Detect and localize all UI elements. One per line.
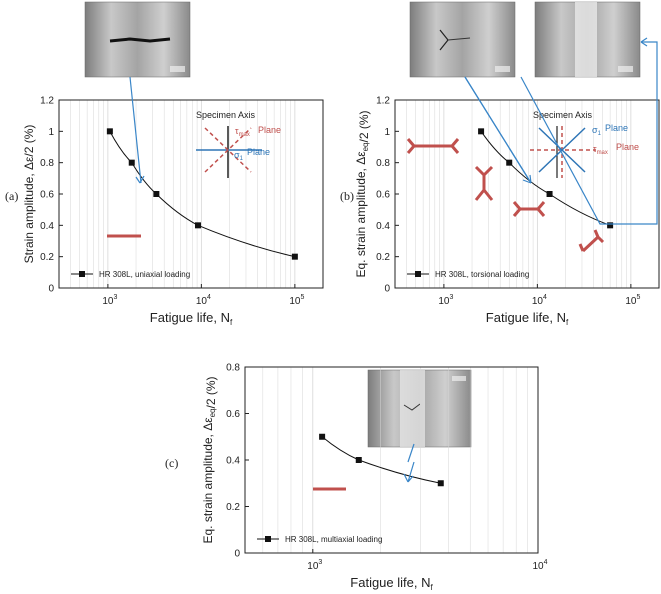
x-tick-label: 105 [289, 294, 304, 307]
x-axis-label: Fatigue life, Nf [350, 575, 433, 592]
data-point [128, 159, 135, 166]
data-point [607, 222, 614, 229]
specimen-axis-schematic-b: Specimen Axis σ1 Plane τmax Plane [530, 110, 639, 178]
crack-shape-markers-b [406, 138, 605, 253]
y-tick-label: 0.2 [40, 252, 54, 263]
data-point [319, 433, 326, 440]
y-tick-label: 0.6 [226, 409, 240, 420]
specimen-axis-label-a: Specimen Axis [196, 110, 256, 120]
panel-label: (a) [5, 189, 18, 203]
chart-panel-b: 0 0.2 0.4 0.6 0.8 1 1.2 103 104 105 Eq. strain amp… [340, 96, 660, 327]
data-point [546, 191, 553, 197]
specimen-axis-schematic-a: Specimen Axis τmax Plane σ1 Plane [107, 110, 281, 238]
y-tick-label: 1 [48, 127, 54, 138]
tau-plane-label-b: Plane [616, 142, 639, 152]
data-point [506, 159, 513, 166]
x-tick-label: 103 [102, 294, 117, 307]
y-tick-label: 0.4 [376, 221, 390, 232]
legend-label: HR 308L, torsional loading [435, 270, 529, 279]
y-tick-label: 0.2 [376, 252, 390, 263]
tau-max-symbol-b: τmax [593, 144, 608, 156]
micrograph-c [367, 369, 472, 448]
chart-panel-c: 0 0.2 0.4 0.6 0.8 103 104 Eq. strain amplitude,… [165, 363, 548, 593]
data-point [291, 253, 298, 260]
tau-plane-label-a: Plane [258, 125, 281, 135]
micrograph-a [84, 1, 191, 78]
x-tick-label: 103 [438, 294, 453, 307]
data-point [153, 191, 160, 197]
sigma1-symbol-a: σ1 [234, 150, 244, 162]
y-tick-label: 0.6 [40, 190, 54, 201]
sigma1-symbol-b: σ1 [592, 125, 602, 137]
specimen-axis-label-b: Specimen Axis [533, 110, 593, 120]
micrograph-b-right [534, 1, 641, 78]
x-axis-label: Fatigue life, Nf [486, 310, 569, 327]
x-tick-label: 103 [307, 559, 322, 572]
y-tick-label: 0.4 [40, 221, 54, 232]
x-tick-label: 104 [532, 559, 547, 572]
x-tick-label: 105 [625, 294, 640, 307]
y-tick-label: 0 [48, 284, 54, 295]
legend-marker [79, 271, 85, 277]
sigma-plane-label-b: Plane [605, 123, 628, 133]
y-tick-label: 0.4 [226, 456, 240, 467]
y-axis-label: Eq. strain amplitude, Δεeq/2 (%) [354, 110, 371, 277]
data-point [106, 128, 113, 135]
x-tick-label: 104 [196, 294, 211, 307]
data-point [437, 480, 444, 487]
fit-curve [480, 131, 611, 226]
y-tick-label: 0.8 [226, 363, 240, 374]
panel-label: (b) [340, 189, 354, 203]
legend-label: HR 308L, uniaxial loading [99, 270, 190, 279]
y-tick-label: 0 [384, 284, 390, 295]
data-point [478, 128, 485, 135]
y-tick-label: 0.8 [40, 158, 54, 169]
panel-label: (c) [165, 456, 178, 470]
sigma-plane-label-a: Plane [247, 147, 270, 157]
y-axis-label: Eq. strain amplitude, Δεeq/2 (%) [201, 376, 218, 543]
y-tick-label: 0.2 [226, 502, 240, 513]
connector-arrows [129, 37, 658, 483]
tau-max-symbol-a: τmax [235, 126, 250, 138]
y-tick-label: 1 [384, 127, 390, 138]
y-axis-label: Strain amplitude, Δε/2 (%) [22, 125, 36, 264]
legend-marker [415, 271, 421, 277]
chart-panel-a: 0 0.2 0.4 0.6 0.8 1 1.2 103 104 105 Strain amplitu… [5, 96, 324, 327]
legend-marker [265, 536, 271, 542]
data-point [194, 222, 201, 229]
x-axis-label: Fatigue life, Nf [150, 310, 233, 327]
legend-label: HR 308L, multiaxial loading [285, 535, 382, 544]
micrograph-b-left [409, 1, 516, 78]
y-tick-label: 1.2 [40, 96, 54, 107]
y-tick-label: 0.6 [376, 190, 390, 201]
y-tick-label: 1.2 [376, 96, 390, 107]
y-tick-label: 0.8 [376, 158, 390, 169]
data-point [355, 457, 362, 463]
x-tick-label: 104 [532, 294, 547, 307]
y-tick-label: 0 [234, 549, 240, 560]
